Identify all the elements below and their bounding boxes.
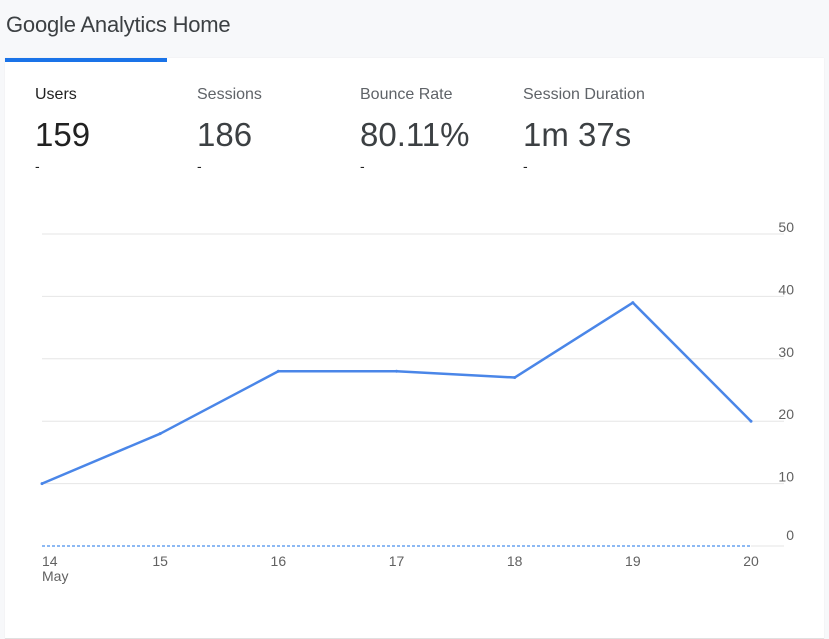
metric-value: 1m 37s — [523, 116, 632, 153]
metric-value: 80.11% — [360, 116, 470, 153]
metric-value: 186 — [197, 116, 253, 153]
metric-label: Sessions — [197, 86, 262, 103]
page-title: Google Analytics Home — [6, 12, 231, 37]
metric-tab-users[interactable]: Users 159 - — [5, 58, 165, 188]
data-point — [40, 482, 44, 486]
x-tick-label: 15 — [152, 553, 168, 569]
metric-value: 159 — [35, 116, 91, 153]
metric-tab-bounce-rate[interactable]: Bounce Rate 80.11% - — [330, 58, 490, 188]
page-header: Google Analytics Home — [0, 0, 829, 58]
data-point — [395, 369, 398, 373]
y-tick-label: 50 — [778, 219, 794, 235]
data-point — [276, 369, 280, 373]
y-tick-label: 0 — [786, 527, 794, 543]
metric-tab-sessions[interactable]: Sessions 186 - — [167, 58, 327, 188]
series-line — [41, 301, 752, 485]
x-tick-label: 14 — [42, 553, 58, 569]
y-tick-label: 30 — [778, 344, 794, 360]
metric-tab-session-duration[interactable]: Session Duration 1m 37s - — [493, 58, 653, 188]
x-tick-label: 18 — [507, 553, 523, 569]
analytics-card: Users 159 - Sessions 186 - Bounce Rate 8… — [5, 58, 824, 639]
active-tab-indicator — [5, 58, 167, 62]
x-tick-label: 19 — [625, 553, 641, 569]
metric-label: Users — [35, 86, 77, 103]
data-point — [631, 301, 635, 305]
metric-delta: - — [35, 158, 40, 174]
metric-delta: - — [360, 158, 365, 174]
metric-label: Bounce Rate — [360, 86, 453, 103]
data-point — [513, 376, 517, 380]
y-tick-label: 10 — [778, 469, 794, 485]
metric-label: Session Duration — [523, 86, 645, 103]
y-tick-label: 40 — [778, 281, 794, 297]
x-tick-label: 16 — [271, 553, 287, 569]
users-line-chart[interactable]: 50 40 30 20 10 0 14 15 16 17 18 19 20 May — [5, 58, 824, 638]
x-tick-label: 17 — [389, 553, 405, 569]
metric-delta: - — [523, 158, 528, 174]
x-tick-label: 20 — [743, 553, 759, 569]
data-point — [749, 419, 753, 423]
y-tick-label: 20 — [778, 406, 794, 422]
data-point — [158, 432, 162, 436]
x-tick-sublabel: May — [42, 568, 68, 584]
metric-delta: - — [197, 158, 202, 174]
